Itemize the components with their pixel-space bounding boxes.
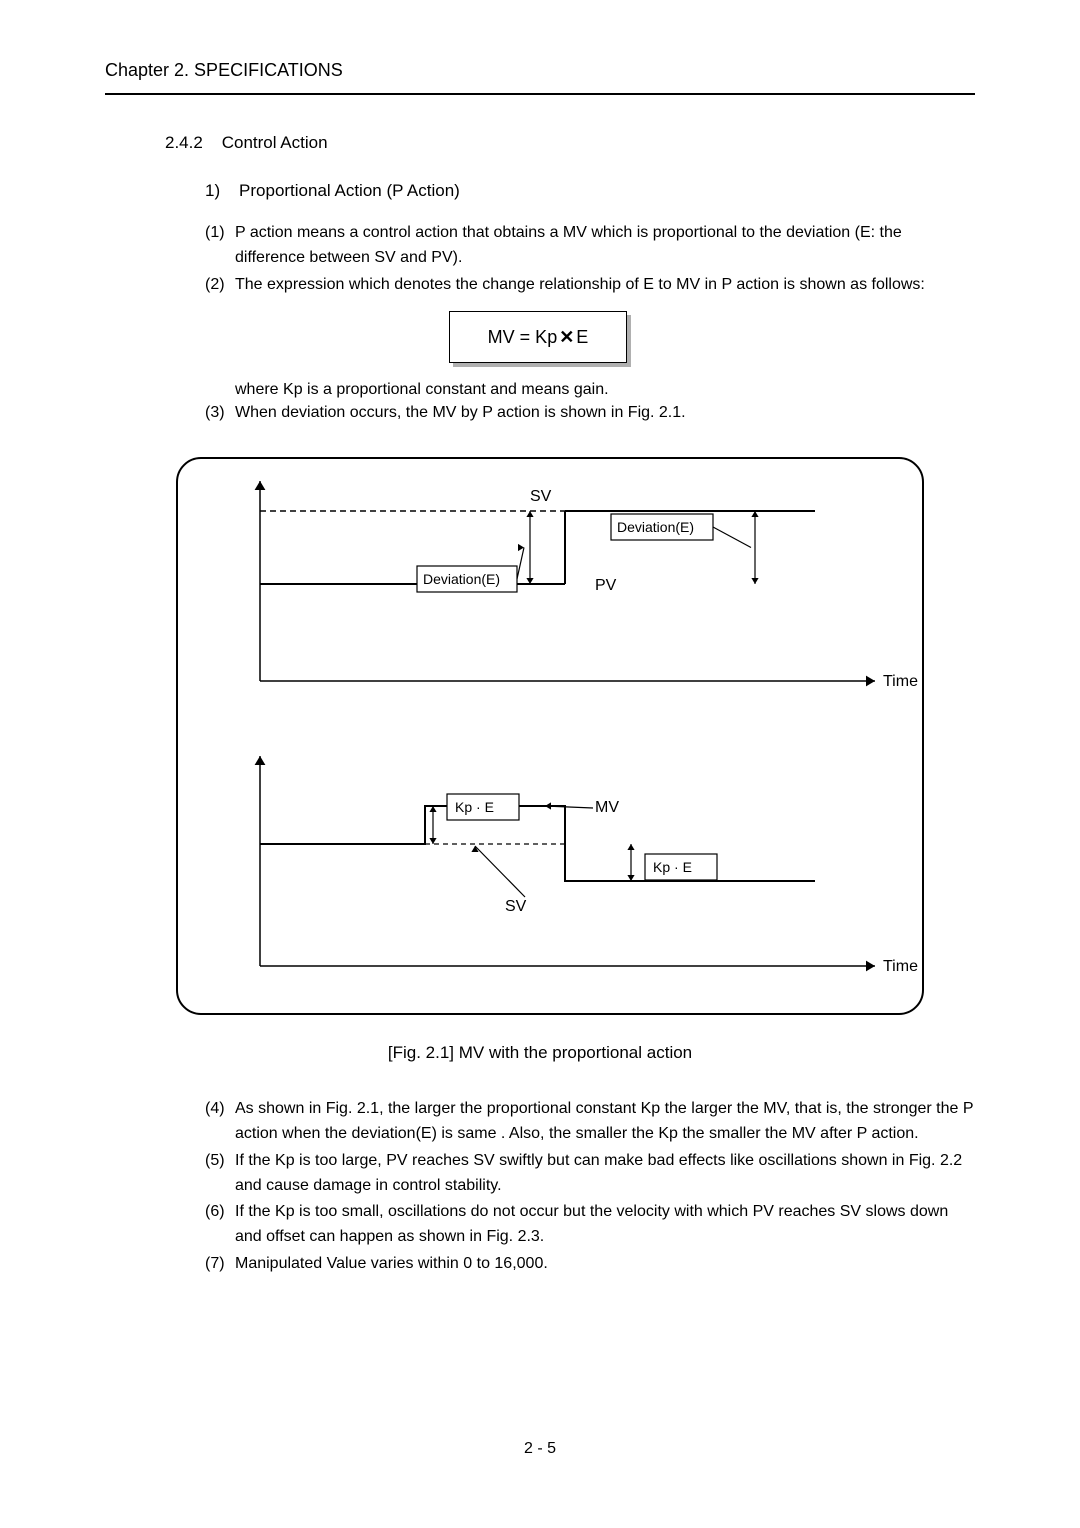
list-item: (6)If the Kp is too small, oscillations …: [205, 1200, 975, 1250]
list-item: (1)P action means a control action that …: [205, 221, 975, 271]
item-number: (3): [205, 401, 235, 426]
item-number: (7): [205, 1252, 235, 1277]
formula-front: MV = Kp ✕ E: [449, 311, 627, 363]
svg-text:SV: SV: [530, 488, 552, 505]
item-text: If the Kp is too large, PV reaches SV sw…: [235, 1149, 975, 1199]
subsection-heading: 1) Proportional Action (P Action): [205, 181, 975, 201]
chapter-header: Chapter 2. SPECIFICATIONS: [105, 60, 975, 95]
svg-text:Deviation(E): Deviation(E): [423, 571, 500, 587]
formula-lhs: MV = Kp: [488, 327, 558, 348]
formula-rhs: E: [576, 327, 588, 348]
item-text: P action means a control action that obt…: [235, 221, 975, 271]
item-number: (4): [205, 1097, 235, 1147]
multiply-icon: ✕: [557, 327, 576, 348]
subsection-title: Proportional Action (P Action): [239, 181, 460, 200]
formula-box: MV = Kp ✕ E: [449, 311, 631, 367]
subsection-number: 1): [205, 181, 220, 200]
item-number: (6): [205, 1200, 235, 1250]
kp-note: where Kp is a proportional constant and …: [235, 381, 975, 399]
section-name: Control Action: [222, 133, 328, 152]
page-number: 2 - 5: [0, 1440, 1080, 1458]
items-mid: (3)When deviation occurs, the MV by P ac…: [205, 401, 975, 426]
list-item: (4)As shown in Fig. 2.1, the larger the …: [205, 1097, 975, 1147]
figure-caption: [Fig. 2.1] MV with the proportional acti…: [105, 1043, 975, 1063]
list-item: (7)Manipulated Value varies within 0 to …: [205, 1252, 975, 1277]
items-bottom: (4)As shown in Fig. 2.1, the larger the …: [205, 1097, 975, 1277]
list-item: (2)The expression which denotes the chan…: [205, 273, 975, 298]
items-top: (1)P action means a control action that …: [205, 221, 975, 297]
svg-text:Time: Time: [883, 958, 918, 975]
item-text: If the Kp is too small, oscillations do …: [235, 1200, 975, 1250]
svg-text:PV: PV: [595, 577, 617, 594]
item-number: (5): [205, 1149, 235, 1199]
list-item: (5)If the Kp is too large, PV reaches SV…: [205, 1149, 975, 1199]
formula-wrap: MV = Kp ✕ E: [105, 311, 975, 367]
svg-text:Deviation(E): Deviation(E): [617, 519, 694, 535]
figure-wrap: Time SV PV Deviation(E) Deviation(E) Time MV SV…: [175, 456, 975, 1021]
item-text: As shown in Fig. 2.1, the larger the pro…: [235, 1097, 975, 1147]
section-title: 2.4.2 Control Action: [165, 133, 975, 153]
item-text: Manipulated Value varies within 0 to 16,…: [235, 1252, 975, 1277]
item-text: The expression which denotes the change …: [235, 273, 975, 298]
svg-text:Kp · E: Kp · E: [455, 799, 494, 815]
figure-svg: Time SV PV Deviation(E) Deviation(E) Time MV SV…: [175, 456, 925, 1016]
svg-text:Kp · E: Kp · E: [653, 859, 692, 875]
item-text: When deviation occurs, the MV by P actio…: [235, 401, 975, 426]
svg-text:Time: Time: [883, 673, 918, 690]
section-number: 2.4.2: [165, 133, 203, 152]
svg-text:SV: SV: [505, 898, 527, 915]
list-item: (3)When deviation occurs, the MV by P ac…: [205, 401, 975, 426]
item-number: (2): [205, 273, 235, 298]
item-number: (1): [205, 221, 235, 271]
svg-text:MV: MV: [595, 799, 619, 816]
